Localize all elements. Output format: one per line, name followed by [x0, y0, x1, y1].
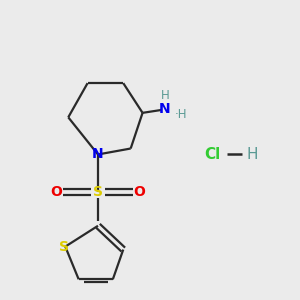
Text: H: H: [247, 147, 258, 162]
Text: ·H: ·H: [175, 108, 188, 121]
Text: O: O: [50, 184, 62, 199]
Text: S: S: [93, 184, 103, 199]
Text: N: N: [92, 148, 104, 161]
Text: N: N: [159, 102, 171, 116]
Text: O: O: [134, 184, 146, 199]
Text: S: S: [59, 240, 69, 254]
Text: H: H: [161, 88, 170, 101]
Text: Cl: Cl: [204, 147, 220, 162]
